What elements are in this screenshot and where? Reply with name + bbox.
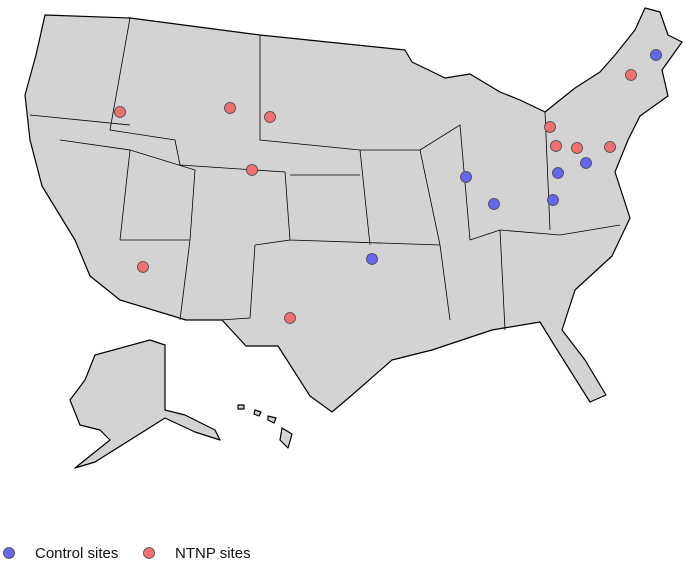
- legend-marker: [3, 547, 15, 559]
- control-site: [460, 171, 472, 183]
- state-borders: [29, 17, 621, 331]
- alaska: [69, 339, 221, 469]
- ntnp-site: [625, 69, 637, 81]
- legend-label: NTNP sites: [175, 545, 251, 561]
- control-site: [552, 167, 564, 179]
- ntnp-site: [604, 141, 616, 153]
- ntnp-site: [550, 140, 562, 152]
- legend: Control sites NTNP sites: [3, 545, 251, 561]
- us-map: [24, 7, 683, 469]
- ntnp-site: [571, 142, 583, 154]
- ntnp-site: [114, 106, 126, 118]
- control-site: [580, 157, 592, 169]
- control-site: [650, 49, 662, 61]
- ntnp-sites: [114, 69, 637, 324]
- ntnp-site: [137, 261, 149, 273]
- ntnp-site: [544, 121, 556, 133]
- control-site: [547, 194, 559, 206]
- ntnp-site: [264, 111, 276, 123]
- hawaii: [237, 404, 293, 449]
- legend-label: Control sites: [35, 545, 118, 561]
- ntnp-site: [224, 102, 236, 114]
- legend-marker: [143, 547, 155, 559]
- control-sites: [366, 49, 662, 265]
- ntnp-site: [284, 312, 296, 324]
- contiguous-us: [24, 7, 683, 413]
- ntnp-site: [246, 164, 258, 176]
- control-site: [366, 253, 378, 265]
- control-site: [488, 198, 500, 210]
